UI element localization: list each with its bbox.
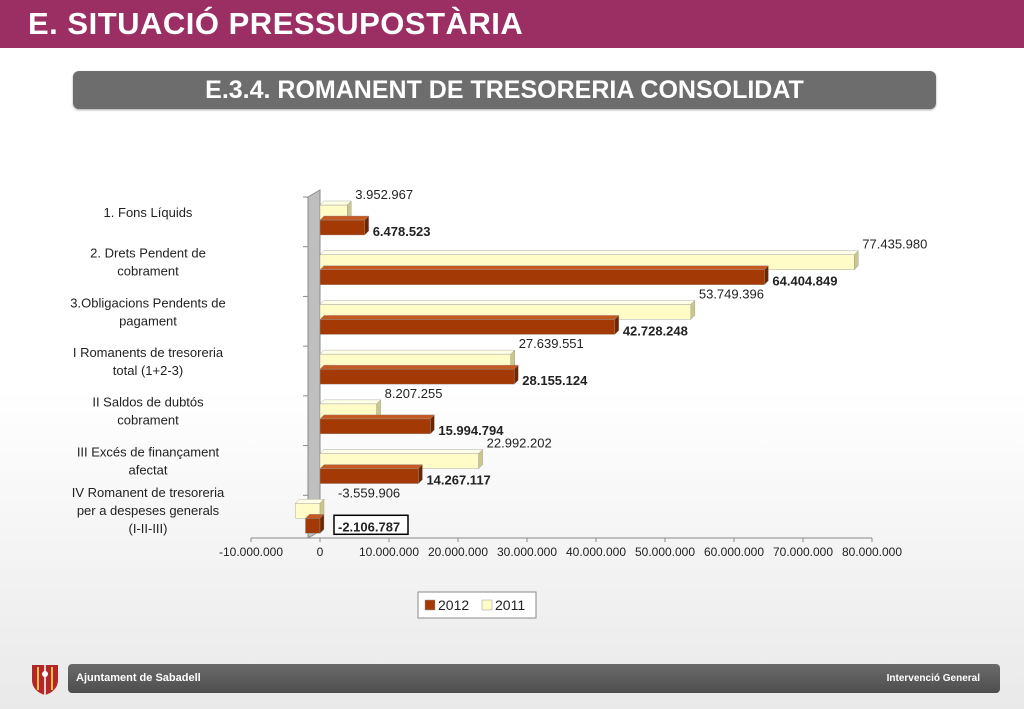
data-label-2012-1: 6.478.523 xyxy=(373,224,431,239)
city-shield-logo xyxy=(32,665,58,695)
category-label-1-fons-l-quids: 1. Fons Líquids xyxy=(104,205,193,220)
chart-legend: 2012 2011 xyxy=(417,591,537,619)
x-tick-label: 40.000.000 xyxy=(566,545,626,559)
header-band: E. SITUACIÓ PRESSUPOSTÀRIA xyxy=(0,0,1024,48)
bar-2012-6-top xyxy=(319,464,423,469)
data-label-2012-2: 64.404.849 xyxy=(772,274,837,289)
bar-2012-6-side xyxy=(418,464,423,485)
x-tick-label: 60.000.000 xyxy=(704,545,764,559)
data-label-2011-3: 53.749.396 xyxy=(699,286,764,301)
bar-2012-7-front xyxy=(305,518,321,534)
data-label-2011-6: 22.992.202 xyxy=(487,436,552,451)
category-label-iii-exc-s-de-finan-ament-afect: III Excés de finançament afectat xyxy=(77,444,220,477)
x-tick-label: 0 xyxy=(317,545,324,559)
romanent-bar-chart: -10.000.000 0 10.000.000 20.000.000 30.000.0… xyxy=(70,187,927,619)
category-label-ii-saldos-de-dubt-s-cobrament: II Saldos de dubtós cobrament xyxy=(92,395,204,428)
legend-swatch-2012 xyxy=(424,599,436,611)
bar-2012-1 xyxy=(319,215,370,236)
bar-2012-2 xyxy=(319,265,769,286)
bar-2012-6-front xyxy=(319,468,419,484)
bar-2012-7 xyxy=(304,513,325,534)
bar-2011-2-top xyxy=(319,250,859,255)
x-tick-label: 30.000.000 xyxy=(497,545,557,559)
data-label-2012-7: -2.106.787 xyxy=(338,519,400,534)
bar-2012-5 xyxy=(319,414,435,435)
legend-label-2011: 2011 xyxy=(495,597,525,613)
bar-2012-2-front xyxy=(319,269,765,285)
data-label-2011-7: -3.559.906 xyxy=(338,485,400,500)
footer-bar: Ajuntament de Sabadell Intervenció Gener… xyxy=(68,664,1000,693)
bar-2012-2-top xyxy=(319,265,769,270)
section-title-bar: E.3.4. ROMANENT DE TRESORERIA CONSOLIDAT xyxy=(73,71,936,109)
data-label-box-2012-7 xyxy=(333,514,409,536)
bar-2011-2-side xyxy=(854,250,859,271)
bar-2012-4-top xyxy=(319,364,519,370)
bar-2011-6-top xyxy=(319,449,484,454)
section-title: E.3.4. ROMANENT DE TRESORERIA CONSOLIDAT xyxy=(205,76,804,104)
data-label-2011-1: 3.952.967 xyxy=(355,187,413,202)
x-tick-label: -10.000.000 xyxy=(219,545,283,559)
data-label-2012-4: 28.155.124 xyxy=(522,373,588,388)
category-label-i-romanents-de-tresoreria-tota: I Romanents de tresoreria total (1+2-3) xyxy=(73,345,224,378)
x-tick-label: 70.000.000 xyxy=(773,545,833,559)
legend-label-2012: 2012 xyxy=(438,597,469,613)
data-label-2011-4: 27.639.551 xyxy=(519,336,584,351)
bar-2012-5-side xyxy=(430,414,435,435)
bar-2012-3-front xyxy=(319,319,616,335)
data-label-2012-5: 15.994.794 xyxy=(438,423,504,438)
bar-2012-6 xyxy=(319,464,423,485)
footer-department: Intervenció General xyxy=(886,673,980,684)
x-tick-label: 10.000.000 xyxy=(359,545,419,559)
bar-2011-7 xyxy=(294,498,325,519)
bar-2011-1-top xyxy=(319,200,352,206)
x-tick-label: 80.000.000 xyxy=(842,545,902,559)
category-label-iv-romanent-de-tresoreria-per-: IV Romanent de tresoreria per a despeses … xyxy=(72,485,225,536)
chart-side-wall xyxy=(307,189,321,539)
bar-2012-2-side xyxy=(764,265,769,286)
bar-2012-4-side xyxy=(514,364,519,385)
bar-2011-3-top xyxy=(319,300,696,305)
legend-swatch-2011 xyxy=(481,599,493,611)
category-label-2-drets-pendent-de-cobrament: 2. Drets Pendent de cobrament xyxy=(90,246,206,279)
page-title: E. SITUACIÓ PRESSUPOSTÀRIA xyxy=(28,6,524,41)
bar-2012-3-top xyxy=(319,315,620,320)
data-label-2011-2: 77.435.980 xyxy=(862,237,927,252)
data-label-2011-5: 8.207.255 xyxy=(385,386,443,401)
bar-2012-1-side xyxy=(364,215,369,236)
bar-2012-1-top xyxy=(319,215,370,221)
data-label-2012-6: 14.267.117 xyxy=(426,473,490,488)
bar-2011-4-top xyxy=(319,349,516,355)
bar-2012-5-front xyxy=(319,418,431,435)
bar-2012-3 xyxy=(319,314,620,335)
bar-2011-6-side xyxy=(478,449,483,470)
data-label-2012-3: 42.728.248 xyxy=(623,323,688,338)
legend-box xyxy=(417,591,537,619)
bar-2012-4-front xyxy=(319,368,515,385)
bar-2012-1-front xyxy=(319,219,365,236)
bar-2012-3-side xyxy=(614,314,620,335)
bar-2012-4 xyxy=(319,364,519,385)
bar-2012-5-top xyxy=(319,414,435,420)
x-tick-label: 20.000.000 xyxy=(428,545,488,559)
bar-2011-5-top xyxy=(319,399,382,405)
bar-2011-3-side xyxy=(690,299,696,320)
bar-2012-7-side xyxy=(319,513,325,534)
category-label-3-obligacions-pendents-de-paga: 3.Obligacions Pendents de pagament xyxy=(70,295,225,328)
x-tick-label: 50.000.000 xyxy=(635,545,695,559)
footer-organization: Ajuntament de Sabadell xyxy=(76,672,201,684)
bar-2011-7-top xyxy=(294,499,325,504)
